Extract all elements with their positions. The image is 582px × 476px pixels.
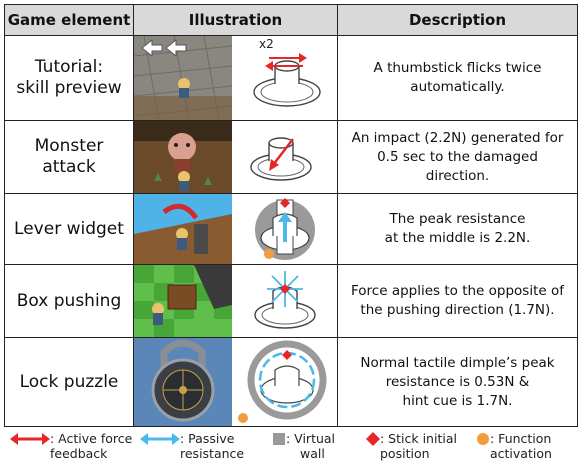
description-line: at the middle is 2.2N. [384,230,531,246]
red-diamond-icon [366,432,380,446]
illustration-cell [133,193,338,265]
header-game-element: Game element [4,4,134,36]
legend-item: : Virtual wall [272,431,335,461]
description-line: automatically. [410,79,505,95]
description-cell: Force applies to the opposite of the pus… [337,264,578,338]
element-cell: Lever widget [4,193,134,265]
element-label: Tutorial: [34,57,104,77]
monster-impact-diagram [249,137,312,181]
legend-item: : Function activation [476,431,552,461]
legend-label: activation [490,446,552,461]
legend-label: : Stick initial [380,431,457,446]
header-row: Game element Illustration Description [4,4,578,36]
description-line: the pushing direction (1.7N). [360,302,555,318]
table-row: Box pushing [4,264,578,338]
description-cell: The peak resistance at the middle is 2.2… [337,193,578,265]
table-row: Lever widget [4,193,578,265]
legend-item: : Passive resistance [140,431,244,461]
description-line: An impact (2.2N) generated for [351,129,564,146]
flick-count-label: x2 [259,37,274,51]
game-elements-table: Game element Illustration Description Tu… [4,4,578,427]
table-row: Tutorial: skill preview [4,35,578,121]
element-label: skill preview [16,78,122,98]
gray-square-icon [273,433,285,445]
element-cell: Lock puzzle [4,337,134,427]
legend: : Active force feedback : Passive resist… [4,431,578,473]
element-label: attack [42,157,96,177]
description-cell: Normal tactile dimple’s peak resistance … [337,337,578,427]
thumbstick-flick-diagram: x2 [252,37,321,107]
orange-dot-icon [477,433,489,445]
description-line: Normal tactile dimple’s peak [360,354,555,371]
illustration-cell [133,120,338,194]
description-line: 0.5 sec to the damaged [377,148,538,165]
element-cell: Box pushing [4,264,134,338]
legend-item: : Stick initial position [366,431,457,461]
header-illustration: Illustration [133,4,338,36]
element-label: Box pushing [16,290,122,311]
legend-item: : Active force feedback [10,431,132,461]
legend-label: wall [300,446,325,461]
illustration-cell [133,337,338,427]
description-line: hint cue is 1.7N. [402,392,513,409]
legend-label: : Function [490,431,552,446]
blue-arrow-icon [140,433,180,445]
element-label: Monster [34,136,104,156]
lever-resistance-diagram [254,198,315,260]
header-description: Description [337,4,578,36]
table-row: Monster attack [4,120,578,194]
legend-label: : Passive [180,431,235,446]
description-cell: An impact (2.2N) generated for 0.5 sec t… [337,120,578,194]
description-line: A thumbstick flicks twice [373,60,542,76]
description-line: The peak resistance [389,211,526,227]
tutorial-scene-image [134,36,232,120]
lock-dimple-diagram [237,340,326,423]
table-row: Lock puzzle [4,337,578,427]
lock-puzzle-scene-image [134,338,232,426]
illustration-cell [133,264,338,338]
red-arrow-icon [10,433,50,445]
element-cell: Monster attack [4,120,134,194]
monster-attack-scene-image [134,121,232,193]
description-line: Force applies to the opposite of [351,283,564,299]
legend-label: feedback [50,446,108,461]
description-line: resistance is 0.53N & [385,373,530,390]
legend-label: resistance [180,446,245,461]
legend-label: position [380,446,430,461]
legend-label: : Virtual [286,431,336,446]
description-cell: A thumbstick flicks twice automatically. [337,35,578,121]
box-pushing-scene-image [134,265,232,337]
lever-widget-scene-image [134,194,232,264]
box-push-force-diagram [253,271,316,329]
legend-label: : Active force [50,431,133,446]
element-label: Lock puzzle [19,371,119,392]
element-label: Lever widget [14,218,124,239]
illustration-cell: x2 [133,35,338,121]
description-line: direction. [425,167,490,184]
element-cell: Tutorial: skill preview [4,35,134,121]
